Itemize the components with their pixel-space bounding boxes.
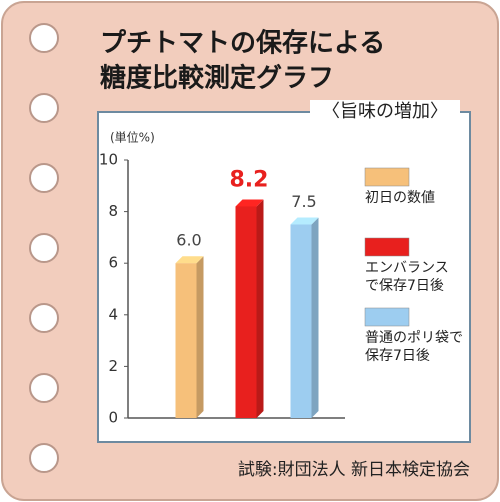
value-label: 6.0 (176, 231, 201, 250)
bar (290, 224, 312, 418)
bar-side (311, 217, 319, 418)
y-axis-label: (単位%) (110, 130, 155, 145)
subtitle: 〈旨味の増加〉 (322, 101, 448, 122)
legend-swatch (364, 167, 410, 187)
y-tick-label: 10 (99, 151, 118, 169)
chart-title: 糖度比較測定グラフ (100, 63, 334, 94)
bar-top (175, 256, 204, 264)
bar-side (196, 256, 204, 418)
bar-top (235, 199, 264, 207)
y-tick-label: 6 (108, 254, 118, 272)
y-tick-label: 8 (108, 202, 118, 220)
bar (175, 263, 197, 418)
legend-swatch (364, 237, 410, 257)
y-tick-label: 2 (108, 357, 118, 375)
subtitle-backdrop (310, 100, 460, 124)
bar (235, 206, 257, 418)
legend-label: エンバランスで保存7日後 (365, 260, 449, 294)
chart-title: プチトマトの保存による (100, 29, 385, 59)
bar-top (290, 217, 319, 225)
bar-side (256, 199, 264, 418)
plot-panel (97, 111, 471, 443)
value-label: 7.5 (291, 192, 316, 211)
binder-holes (29, 23, 59, 473)
y-tick-label: 4 (108, 305, 118, 323)
value-label: 8.2 (230, 167, 269, 192)
legend-label: 普通のポリ袋で保存7日後 (365, 330, 463, 364)
legend-swatch (364, 307, 410, 327)
legend-label: 初日の数値 (365, 189, 435, 206)
y-tick-label: 0 (108, 409, 118, 427)
source: 試験:財団法人 新日本検定協会 (238, 460, 470, 480)
